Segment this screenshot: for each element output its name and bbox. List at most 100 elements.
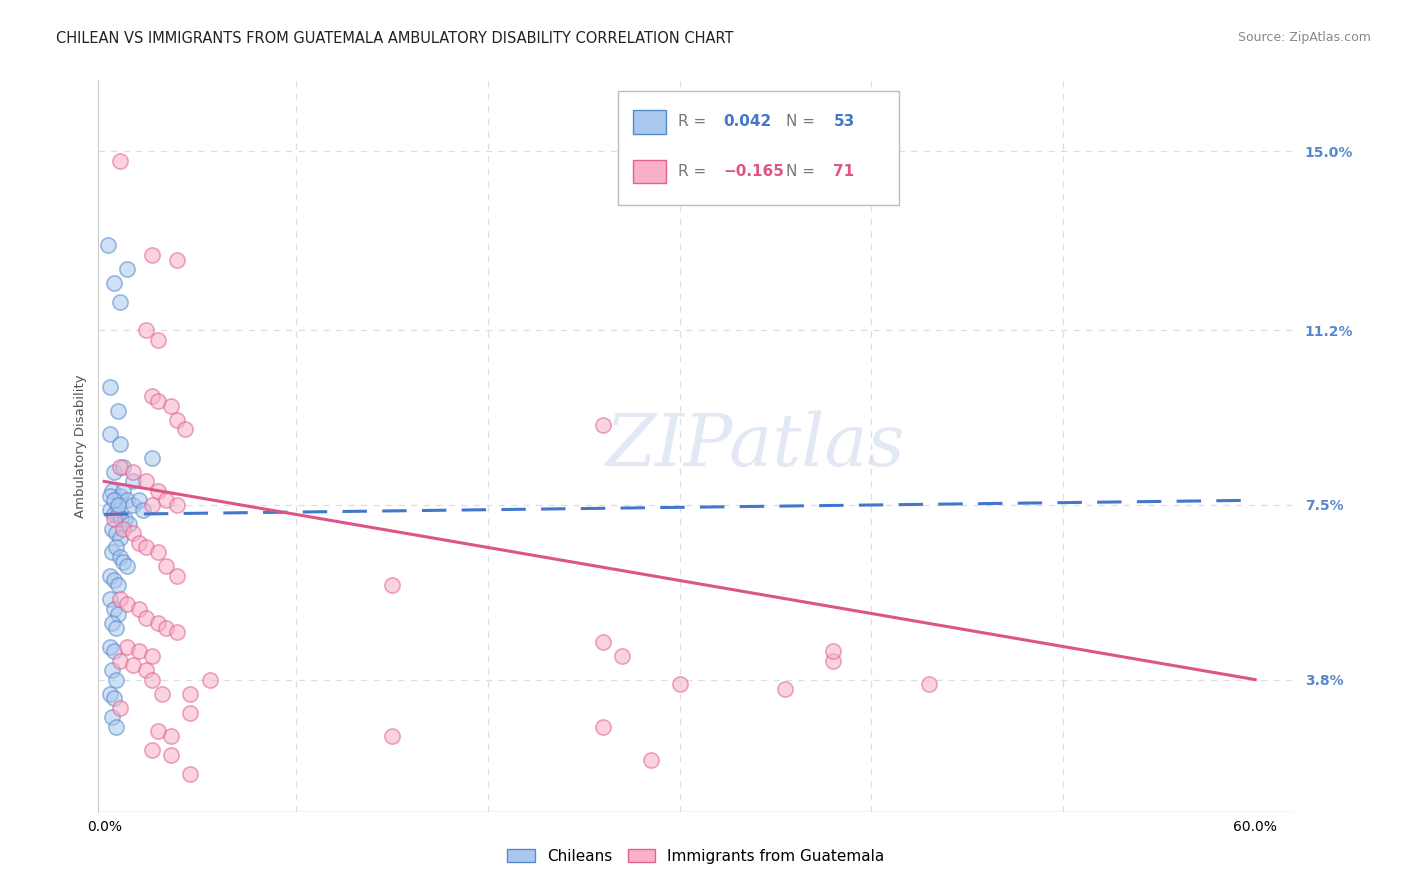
Point — [115, 493, 138, 508]
Point — [112, 555, 135, 569]
Point — [166, 625, 188, 640]
Point — [103, 493, 125, 508]
Point — [108, 701, 131, 715]
Point — [179, 767, 201, 781]
Text: R =: R = — [678, 114, 711, 129]
Point — [141, 648, 163, 663]
Point — [198, 673, 221, 687]
Point — [150, 687, 173, 701]
Point — [108, 592, 131, 607]
Point — [108, 436, 131, 450]
Point — [103, 512, 125, 526]
Point — [98, 687, 121, 701]
Point — [155, 621, 177, 635]
Point — [103, 508, 125, 522]
Point — [592, 417, 614, 432]
Point — [146, 615, 169, 630]
Legend: Chileans, Immigrants from Guatemala: Chileans, Immigrants from Guatemala — [502, 843, 890, 870]
Point — [166, 498, 188, 512]
Point — [114, 512, 136, 526]
FancyBboxPatch shape — [619, 91, 900, 204]
Text: CHILEAN VS IMMIGRANTS FROM GUATEMALA AMBULATORY DISABILITY CORRELATION CHART: CHILEAN VS IMMIGRANTS FROM GUATEMALA AMB… — [56, 31, 734, 46]
Point — [103, 276, 125, 290]
Point — [104, 720, 127, 734]
Point — [160, 399, 183, 413]
Point — [131, 502, 153, 516]
Point — [128, 493, 150, 508]
Point — [101, 522, 124, 536]
Point — [101, 615, 124, 630]
Point — [108, 460, 131, 475]
Point — [103, 691, 125, 706]
Point — [104, 526, 127, 541]
Point — [108, 549, 131, 564]
Point — [103, 574, 125, 588]
Point — [146, 394, 169, 409]
Text: 0.042: 0.042 — [724, 114, 772, 129]
Point — [166, 568, 188, 582]
Point — [141, 743, 163, 757]
Point — [103, 465, 125, 479]
Point — [128, 644, 150, 658]
Point — [668, 677, 690, 691]
Point — [773, 681, 796, 696]
Point — [128, 602, 150, 616]
Point — [160, 729, 183, 743]
Point — [122, 498, 145, 512]
Point — [108, 489, 131, 503]
Text: N =: N = — [786, 164, 820, 179]
Point — [141, 450, 163, 465]
Point — [823, 644, 845, 658]
Point — [104, 673, 127, 687]
Text: 53: 53 — [834, 114, 855, 129]
Point — [155, 559, 177, 574]
Text: −0.165: −0.165 — [724, 164, 785, 179]
Point — [155, 493, 177, 508]
Text: N =: N = — [786, 114, 820, 129]
Point — [110, 512, 132, 526]
Point — [166, 413, 188, 427]
Point — [103, 644, 125, 658]
Point — [122, 526, 145, 541]
Point — [640, 753, 662, 767]
Point — [823, 654, 845, 668]
Point — [104, 541, 127, 555]
Y-axis label: Ambulatory Disability: Ambulatory Disability — [73, 374, 87, 518]
Point — [108, 654, 131, 668]
Point — [135, 475, 157, 489]
Point — [112, 483, 135, 498]
Point — [146, 333, 169, 347]
Point — [179, 706, 201, 720]
Point — [610, 648, 633, 663]
Point — [141, 673, 163, 687]
Point — [98, 502, 121, 516]
Text: ZIPatlas: ZIPatlas — [606, 410, 905, 482]
Point — [918, 677, 941, 691]
Point — [381, 729, 404, 743]
Point — [107, 403, 129, 417]
Point — [141, 248, 163, 262]
Point — [101, 663, 124, 677]
Point — [98, 592, 121, 607]
Point — [108, 295, 131, 310]
Point — [98, 568, 121, 582]
Point — [146, 545, 169, 559]
Point — [115, 262, 138, 277]
Point — [166, 252, 188, 267]
Point — [107, 578, 129, 592]
Point — [592, 635, 614, 649]
Point — [108, 531, 131, 545]
Point — [135, 541, 157, 555]
Point — [118, 516, 141, 531]
Point — [103, 602, 125, 616]
Point — [107, 607, 129, 621]
Point — [146, 483, 169, 498]
Point — [115, 597, 138, 611]
Point — [141, 498, 163, 512]
Point — [115, 559, 138, 574]
Text: Source: ZipAtlas.com: Source: ZipAtlas.com — [1237, 31, 1371, 45]
Point — [101, 710, 124, 724]
Point — [98, 640, 121, 654]
FancyBboxPatch shape — [633, 111, 666, 134]
Point — [135, 323, 157, 337]
